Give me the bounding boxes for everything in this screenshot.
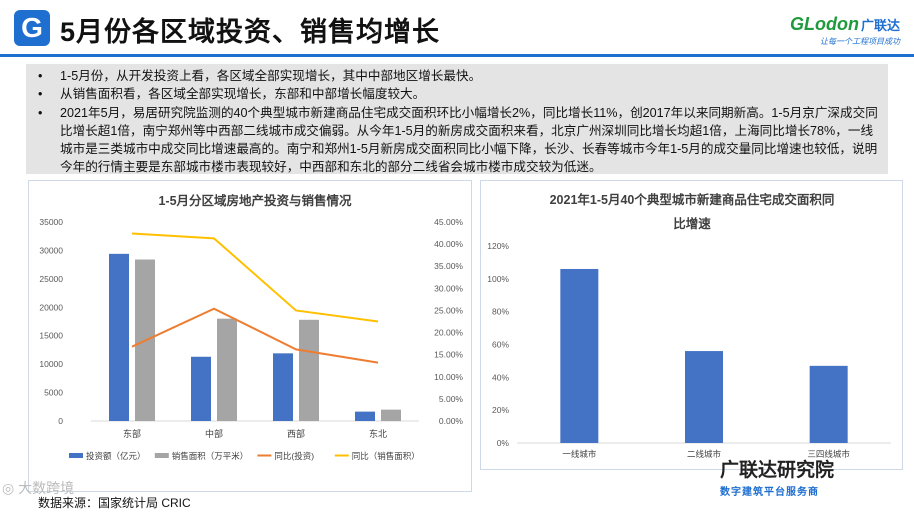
x-tick-label: 一线城市: [562, 449, 597, 459]
data-source: 数据来源：国家统计局 CRIC: [38, 496, 191, 510]
y-tick-label: 0%: [497, 438, 510, 448]
summary-box: 1-5月份，从开发投资上看，各区域全部实现增长，其中中部地区增长最快。 从销售面…: [26, 64, 888, 174]
bar-investment: [191, 356, 211, 421]
legend-label: 同比(投资): [274, 451, 314, 461]
chart-panel-regional: 1-5月分区域房地产投资与销售情况 0 5000 10000 15000 20000 250…: [28, 180, 472, 492]
bar-sales-area: [299, 319, 319, 421]
watermark-right: 广联达研究院 数字建筑平台服务商: [720, 455, 834, 498]
y-right-tick-label: 0.00%: [439, 416, 464, 426]
brand-name: GLodon: [790, 14, 859, 34]
brand-logo: GLodon 广联达 让每一个工程项目成功: [790, 14, 900, 47]
bullet-item: 从销售面积看，各区域全部实现增长，东部和中部增长幅度较大。: [38, 85, 880, 104]
y-left-tick-label: 20000: [39, 302, 63, 312]
y-left-tick-label: 10000: [39, 359, 63, 369]
bar: [809, 365, 848, 443]
y-left-tick-label: 0: [58, 416, 63, 426]
legend-label: 投资额（亿元）: [86, 451, 146, 461]
bar-investment: [355, 411, 375, 421]
series-line-yoy-investment: [131, 307, 379, 364]
y-right-tick-label: 20.00%: [434, 328, 463, 338]
y-right-tick-label: 35.00%: [434, 261, 463, 271]
y-right-tick-label: 30.00%: [434, 283, 463, 293]
chart-title: 1-5月分区域房地产投资与销售情况: [158, 193, 352, 208]
chart-regional: 1-5月分区域房地产投资与销售情况 0 5000 10000 15000 20000 250…: [39, 193, 464, 461]
chart-title-line: 2021年1-5月40个典型城市新建商品住宅成交面积同: [550, 192, 835, 207]
y-tick-label: 20%: [492, 405, 509, 415]
brand-cn: 广联达: [860, 18, 900, 33]
slide-header: G 5月份各区域投资、销售均增长 GLodon 广联达 让每一个工程项目成功: [0, 0, 914, 62]
y-left-tick-label: 5000: [44, 388, 63, 398]
y-left-tick-label: 15000: [39, 331, 63, 341]
y-right-tick-label: 10.00%: [434, 372, 463, 382]
legend-swatch: [154, 453, 169, 458]
watermark-left: ◎ 大数跨境: [2, 480, 75, 496]
legend-label: 销售面积（万平米）: [172, 451, 249, 461]
bar-investment: [109, 253, 129, 421]
watermark-sub: 数字建筑平台服务商: [720, 487, 819, 498]
chart-title-line: 比增速: [673, 216, 711, 231]
legend-label: 同比（销售面积）: [352, 451, 420, 461]
bar-investment: [273, 353, 293, 421]
x-tick-label: 东北: [369, 428, 387, 439]
y-left-tick-label: 25000: [39, 274, 63, 284]
bullet-item: 2021年5月，易居研究院监测的40个典型城市新建商品住宅成交面积环比小幅增长2…: [38, 104, 880, 177]
chart-panel-city-tier: 2021年1-5月40个典型城市新建商品住宅成交面积同 比增速 0% 20% 40% 60…: [480, 180, 903, 470]
slide-title: 5月份各区域投资、销售均增长: [60, 17, 441, 47]
y-right-tick-label: 5.00%: [439, 394, 464, 404]
x-tick-label: 西部: [287, 428, 305, 439]
x-tick-label: 中部: [205, 428, 223, 439]
y-left-tick-label: 30000: [39, 245, 63, 255]
legend-swatch: [69, 453, 83, 458]
y-tick-label: 80%: [492, 307, 509, 317]
brand-slogan: 让每一个工程项目成功: [820, 37, 900, 46]
bar: [560, 268, 599, 443]
y-left-tick-label: 35000: [39, 217, 63, 227]
glodon-logo-icon: G: [14, 10, 50, 46]
y-right-tick-label: 25.00%: [434, 305, 463, 315]
x-tick-label: 三四线城市: [807, 449, 850, 459]
bullet-item: 1-5月份，从开发投资上看，各区域全部实现增长，其中中部地区增长最快。: [38, 67, 880, 86]
bar: [685, 351, 723, 443]
x-tick-label: 二线城市: [687, 449, 722, 459]
bar-sales-area: [381, 409, 401, 421]
y-tick-label: 100%: [487, 274, 509, 284]
y-tick-label: 60%: [492, 340, 509, 350]
y-tick-label: 120%: [487, 241, 509, 251]
series-line-yoy-sales-area: [131, 232, 379, 323]
watermark-name: 广联达研究院: [720, 460, 835, 481]
bar-sales-area: [217, 318, 237, 421]
x-tick-label: 东部: [123, 428, 141, 439]
header-divider: [0, 54, 914, 57]
y-right-tick-label: 45.00%: [434, 217, 463, 227]
y-tick-label: 40%: [492, 372, 509, 382]
y-right-tick-label: 40.00%: [434, 239, 463, 249]
y-right-tick-label: 15.00%: [434, 350, 463, 360]
